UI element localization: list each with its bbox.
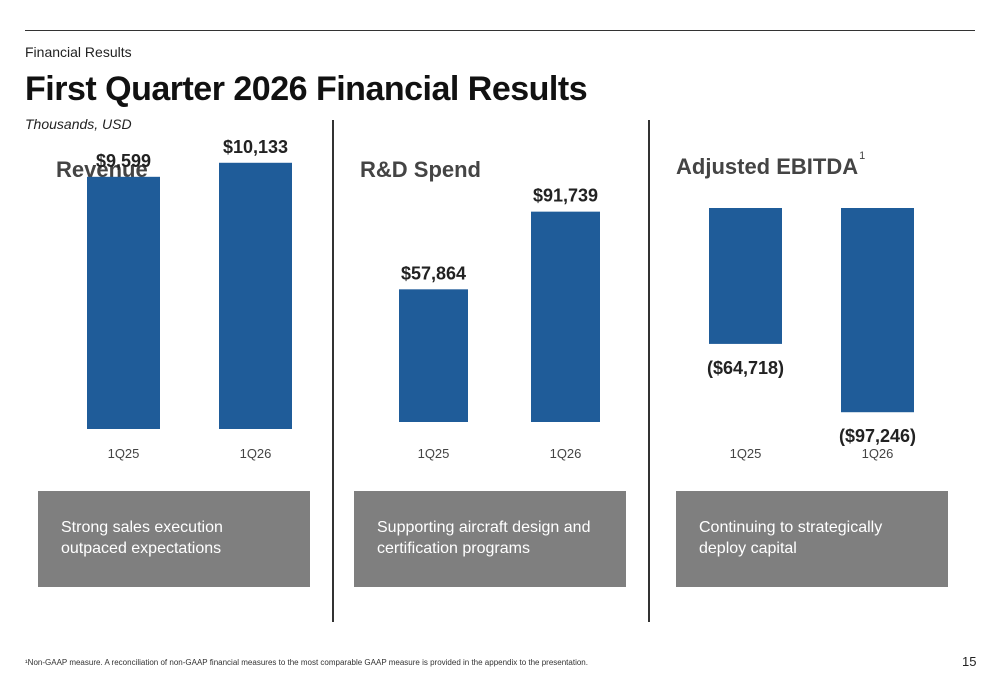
ebitda-value-label: ($97,246)	[839, 426, 916, 446]
rd-spend-note-box: Supporting aircraft design and certifica…	[354, 491, 626, 587]
ebitda-bar-1q26	[841, 208, 914, 413]
revenue-value-label: $9,599	[96, 151, 151, 171]
revenue-category-label: 1Q25	[108, 446, 140, 461]
footnote-marker: 1	[859, 150, 866, 162]
revenue-note-box: Strong sales execution outpaced expectat…	[38, 491, 310, 587]
adjusted-ebitda-chart-title: Adjusted EBITDA1	[676, 150, 865, 180]
ebitda-bar-1q25	[709, 208, 782, 344]
revenue-category-label: 1Q26	[240, 446, 272, 461]
page-number: 15	[962, 654, 977, 669]
revenue-note-text: Strong sales execution outpaced expectat…	[61, 519, 223, 557]
ebitda-note-text: Continuing to strategically deploy capit…	[699, 519, 883, 557]
rd-spend-bar-1q25	[399, 289, 468, 422]
ebitda-note-box: Continuing to strategically deploy capit…	[676, 491, 948, 587]
adjusted-ebitda-title-text: Adjusted EBITDA	[676, 154, 859, 179]
rd-spend-note-text: Supporting aircraft design and certifica…	[377, 519, 591, 557]
rd-spend-value-label: $57,864	[401, 263, 466, 283]
section-label: Financial Results	[25, 44, 132, 60]
panel-divider-2	[648, 120, 650, 622]
rd-spend-category-label: 1Q26	[550, 446, 582, 461]
top-rule	[25, 30, 975, 31]
revenue-bar-1q26	[219, 162, 292, 430]
units-subtitle: Thousands, USD	[25, 116, 132, 132]
page-title: First Quarter 2026 Financial Results	[25, 70, 588, 108]
ebitda-value-label: ($64,718)	[707, 358, 784, 378]
footnote: ¹Non-GAAP measure. A reconciliation of n…	[25, 658, 588, 667]
rd-spend-bar-1q26	[531, 211, 600, 422]
rd-spend-category-label: 1Q25	[418, 446, 450, 461]
rd-spend-chart-title: R&D Spend	[360, 157, 481, 182]
revenue-value-label: $10,133	[223, 137, 288, 157]
panel-divider-1	[332, 120, 334, 622]
rd-spend-value-label: $91,739	[533, 186, 598, 206]
revenue-bar-1q25	[87, 176, 160, 429]
ebitda-category-label: 1Q26	[862, 446, 894, 461]
ebitda-category-label: 1Q25	[730, 446, 762, 461]
